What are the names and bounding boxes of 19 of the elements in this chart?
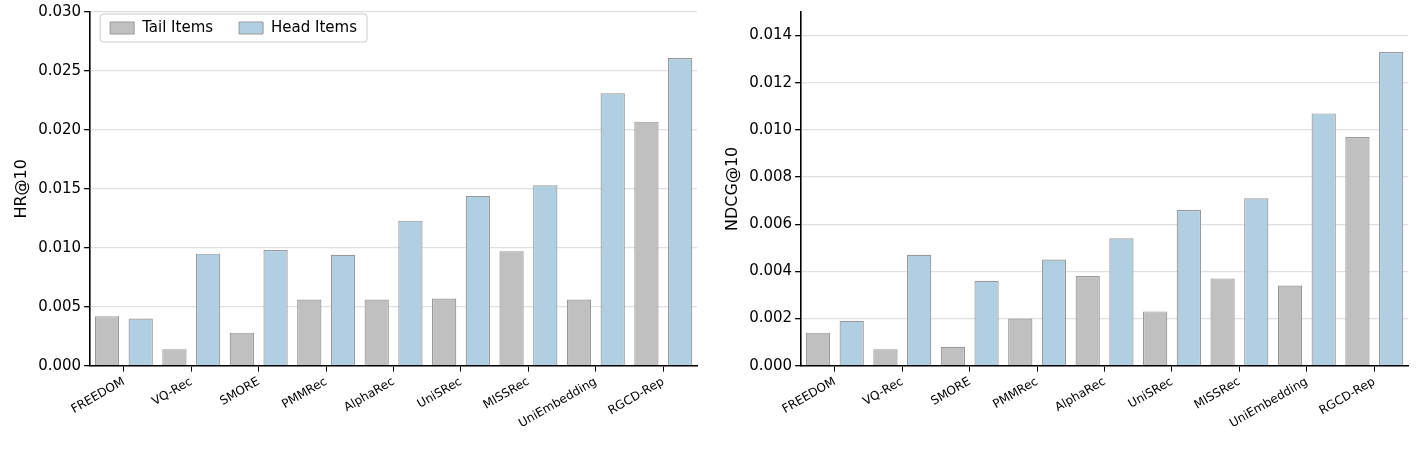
y-axis-title: NDCG@10: [721, 146, 741, 231]
y-tick-label: 0.025: [38, 60, 82, 79]
y-tick-label: 0.020: [38, 119, 82, 138]
legend-label: Tail Items: [141, 17, 214, 36]
y-tick-label: 0.000: [38, 355, 82, 374]
y-tick-label: 0.030: [38, 1, 82, 20]
y-tick-label: 0.010: [38, 237, 82, 256]
y-tick-label: 0.004: [749, 261, 793, 280]
legend-label: Head Items: [271, 17, 358, 36]
y-tick-label: 0.015: [38, 178, 82, 197]
y-tick-label: 0.006: [749, 214, 793, 233]
y-tick-label: 0.000: [749, 355, 793, 374]
y-tick-label: 0.014: [749, 25, 793, 44]
y-tick-label: 0.002: [749, 308, 793, 327]
y-tick-label: 0.008: [749, 166, 793, 185]
y-axis-title: HR@10: [10, 159, 30, 219]
y-tick-label: 0.005: [38, 296, 82, 315]
y-tick-label: 0.012: [749, 72, 793, 91]
y-tick-label: 0.010: [749, 119, 793, 138]
